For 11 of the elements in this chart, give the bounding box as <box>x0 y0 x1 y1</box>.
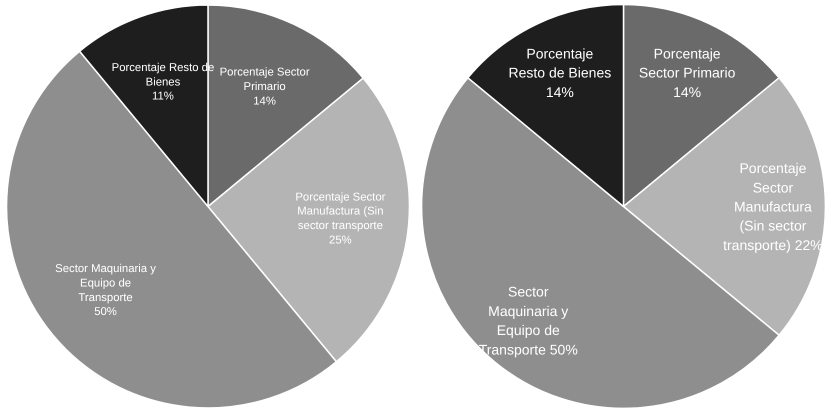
data-label: 50% <box>94 306 117 318</box>
data-label: 14% <box>253 95 276 108</box>
data-label: 14% <box>673 84 702 100</box>
data-label: 14% <box>546 84 574 100</box>
slice-label: Porcentaje Sector Primario <box>220 66 310 94</box>
data-label: 25% <box>329 234 352 247</box>
data-label: 11% <box>152 90 174 103</box>
slice-label: Porcentaje Sector Manufactura (Sin sector transporte <box>295 191 386 232</box>
slice-label: Porcentaje Sector Primario <box>638 45 736 81</box>
slice-label: Sector Maquinaria y Equipo de Transporte <box>55 263 156 304</box>
slice-label: Porcentaje Resto de Bienes <box>508 45 612 81</box>
